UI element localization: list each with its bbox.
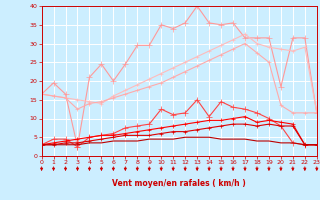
X-axis label: Vent moyen/en rafales ( km/h ): Vent moyen/en rafales ( km/h ) — [112, 179, 246, 188]
